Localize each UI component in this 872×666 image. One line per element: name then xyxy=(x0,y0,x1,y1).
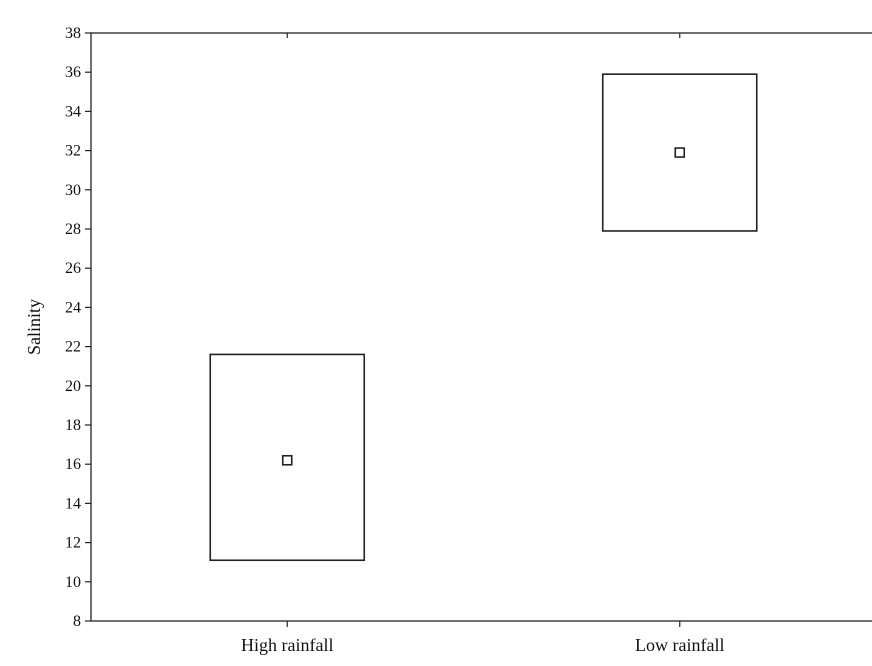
y-tick-label: 12 xyxy=(65,535,81,552)
y-axis: 8 10 12 14 16 18 20 22 24 26 28 30 32 34 36 38 xyxy=(65,25,91,630)
y-tick-label: 38 xyxy=(65,25,81,42)
y-tick-label: 34 xyxy=(65,103,81,120)
y-tick-label: 14 xyxy=(65,495,81,512)
x-axis: High rainfall Low rainfall xyxy=(241,33,724,655)
x-category-label: High rainfall xyxy=(241,635,333,655)
y-tick-label: 10 xyxy=(65,574,81,591)
y-tick-label: 32 xyxy=(65,143,81,160)
y-tick-label: 28 xyxy=(65,221,81,238)
y-tick-label: 36 xyxy=(65,64,81,81)
x-category-label: Low rainfall xyxy=(635,635,724,655)
center-point-marker xyxy=(281,454,293,466)
box-rect xyxy=(209,353,366,562)
y-tick-label: 24 xyxy=(65,299,81,316)
box-rect xyxy=(601,73,758,232)
y-tick-label: 18 xyxy=(65,417,81,434)
y-tick-label: 30 xyxy=(65,182,81,199)
y-tick-label: 16 xyxy=(65,456,81,473)
y-tick-label: 20 xyxy=(65,378,81,395)
center-point-marker xyxy=(674,147,686,158)
y-axis-title: Salinity xyxy=(24,299,44,355)
y-tick-label: 8 xyxy=(73,613,81,630)
plot-area-frame xyxy=(90,32,872,622)
y-tick-label: 22 xyxy=(65,339,81,356)
boxes-layer xyxy=(209,73,758,562)
y-tick-label: 26 xyxy=(65,260,81,277)
